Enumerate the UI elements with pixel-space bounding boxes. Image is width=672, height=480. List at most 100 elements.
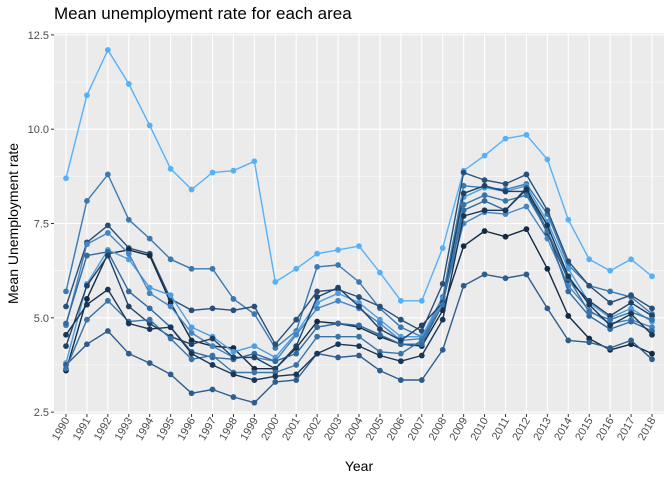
x-tick-label: 1995 xyxy=(155,416,178,443)
data-point xyxy=(188,350,195,357)
data-point xyxy=(649,356,655,363)
data-point xyxy=(523,203,530,210)
data-point xyxy=(230,167,237,174)
data-point xyxy=(125,216,132,223)
data-point xyxy=(523,192,530,199)
y-tick-label: 10.0 xyxy=(28,124,49,136)
data-point xyxy=(251,369,258,376)
series-1 xyxy=(63,47,655,304)
data-point xyxy=(251,158,258,165)
chart-title: Mean unemployment rate for each area xyxy=(54,4,352,23)
data-point xyxy=(84,341,90,348)
data-point xyxy=(460,190,467,197)
series-10 xyxy=(63,192,655,376)
data-point xyxy=(84,282,90,289)
x-tick-label: 1993 xyxy=(113,416,136,443)
y-tick-label: 5.0 xyxy=(34,313,49,325)
data-point xyxy=(146,252,153,259)
data-point xyxy=(314,318,321,325)
data-point xyxy=(586,309,593,316)
data-point xyxy=(167,256,174,263)
data-point xyxy=(230,371,237,378)
data-point xyxy=(544,222,551,229)
data-point xyxy=(377,367,383,374)
data-point xyxy=(146,122,153,129)
data-point xyxy=(314,324,321,331)
data-point xyxy=(209,362,216,368)
data-point xyxy=(209,305,216,312)
data-point xyxy=(146,326,153,333)
x-tick-label: 1999 xyxy=(238,416,261,443)
x-tick-label: 2012 xyxy=(510,416,533,443)
data-point xyxy=(314,250,321,257)
data-point xyxy=(272,373,279,380)
data-point xyxy=(188,341,195,348)
data-point xyxy=(63,288,69,295)
data-point xyxy=(356,243,362,250)
data-point xyxy=(397,337,404,344)
data-point xyxy=(377,269,383,276)
data-point xyxy=(209,335,216,342)
data-point xyxy=(209,352,216,359)
data-point xyxy=(607,322,614,329)
data-point xyxy=(607,288,614,295)
data-point xyxy=(272,279,279,285)
data-point xyxy=(293,331,300,338)
x-tick-label: 2000 xyxy=(259,416,282,443)
data-point xyxy=(523,186,530,193)
data-point xyxy=(272,358,279,365)
data-point xyxy=(356,352,362,359)
data-point xyxy=(460,169,467,176)
data-point xyxy=(586,256,593,263)
data-point xyxy=(188,324,195,331)
data-point xyxy=(230,354,237,361)
data-point xyxy=(167,165,174,172)
data-point xyxy=(649,305,655,312)
data-point xyxy=(397,358,404,365)
data-point xyxy=(188,356,195,363)
data-point xyxy=(146,284,153,291)
x-tick-label: 2016 xyxy=(594,416,617,443)
data-point xyxy=(335,262,341,268)
data-point xyxy=(167,303,174,310)
data-point xyxy=(418,322,425,329)
data-point xyxy=(523,226,530,233)
x-tick-label: 2017 xyxy=(615,416,638,443)
data-point xyxy=(293,343,300,349)
series-11 xyxy=(63,186,655,383)
data-point xyxy=(167,292,174,299)
data-point xyxy=(251,311,258,317)
x-tick-label: 1998 xyxy=(217,416,240,443)
data-point xyxy=(565,273,572,280)
x-tick-label: 1994 xyxy=(134,416,157,443)
y-tick-label: 2.5 xyxy=(34,407,49,419)
y-axis-title: Mean Unemployment rate xyxy=(5,143,21,304)
data-point xyxy=(146,290,153,297)
data-point xyxy=(649,350,655,357)
data-point xyxy=(460,182,467,189)
data-point xyxy=(63,320,69,327)
data-point xyxy=(314,263,321,270)
x-tick-label: 2004 xyxy=(343,416,366,443)
data-point xyxy=(146,360,153,366)
x-axis: 1990199119921993199419951996199719981999… xyxy=(50,414,659,443)
data-point xyxy=(544,207,551,214)
x-tick-label: 2014 xyxy=(552,416,575,443)
data-point xyxy=(84,92,90,99)
data-point xyxy=(84,252,90,259)
data-point xyxy=(104,171,111,178)
data-point xyxy=(209,386,216,393)
data-point xyxy=(335,320,341,327)
data-point xyxy=(335,341,341,348)
data-point xyxy=(251,354,258,361)
data-point xyxy=(418,377,425,383)
data-point xyxy=(188,329,195,336)
data-point xyxy=(649,331,655,338)
y-axis: 2.5 5.0 7.5 10.0 12.5 xyxy=(28,30,54,419)
data-point xyxy=(649,316,655,323)
data-point xyxy=(146,316,153,323)
data-point xyxy=(460,213,467,219)
data-point xyxy=(104,286,111,293)
data-point xyxy=(439,301,446,308)
